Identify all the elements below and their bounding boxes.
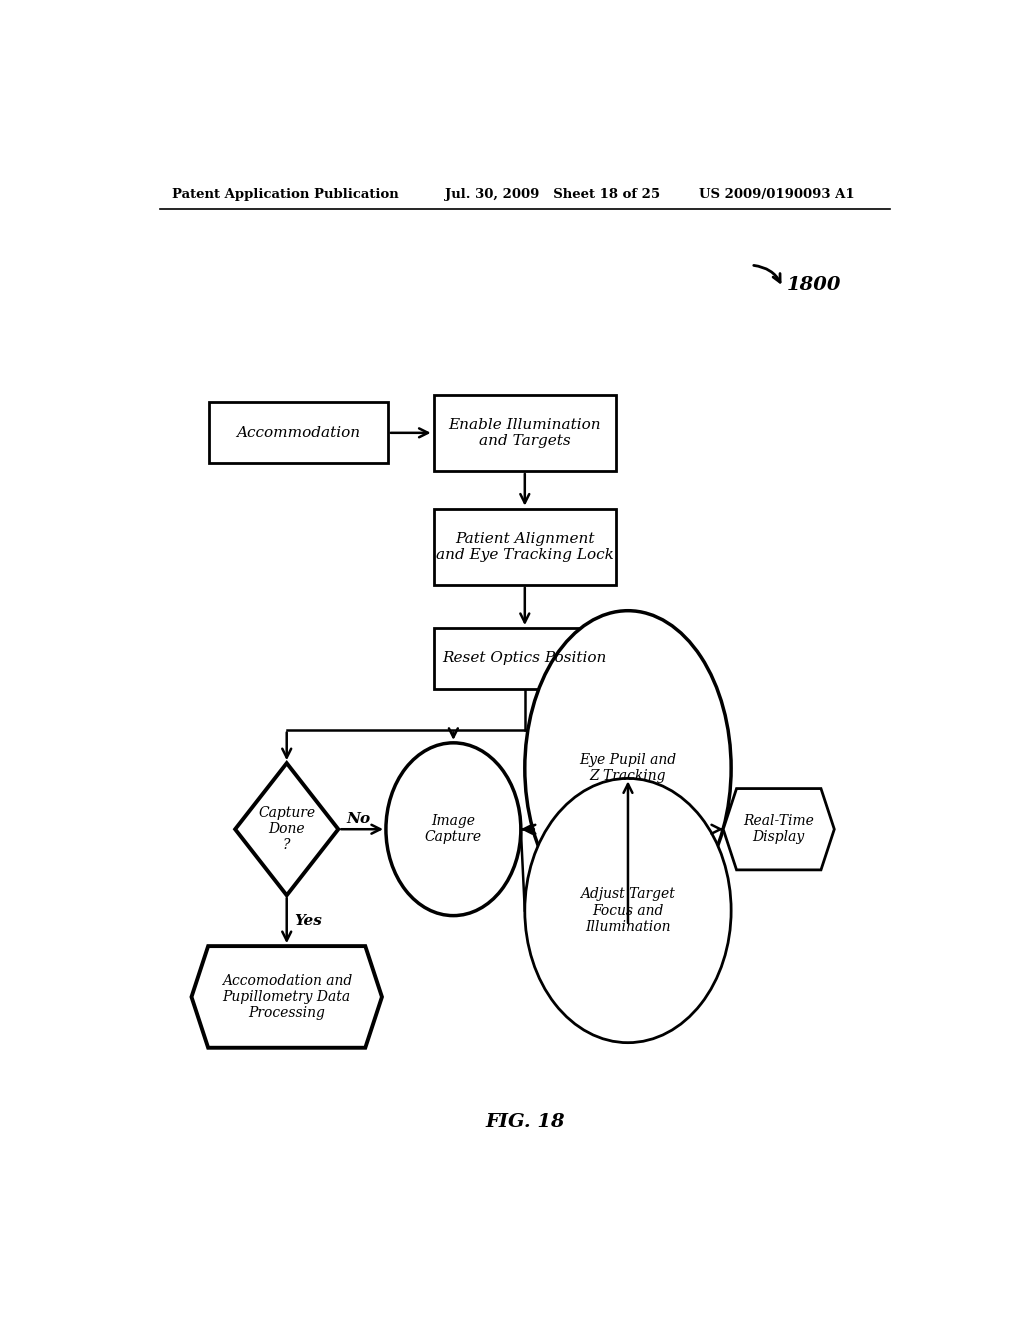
Text: Yes: Yes	[295, 913, 323, 928]
Text: Patent Application Publication: Patent Application Publication	[172, 189, 398, 202]
Text: Image
Capture: Image Capture	[425, 814, 482, 845]
Text: Adjust Target
Focus and
Illumination: Adjust Target Focus and Illumination	[581, 887, 676, 933]
Text: 1800: 1800	[786, 276, 841, 294]
Text: Capture
Done
?: Capture Done ?	[258, 807, 315, 853]
Text: FIG. 18: FIG. 18	[485, 1113, 564, 1131]
Text: Patient Alignment
and Eye Tracking Lock: Patient Alignment and Eye Tracking Lock	[436, 532, 613, 562]
Text: No: No	[346, 812, 371, 826]
Text: Reset Optics Position: Reset Optics Position	[442, 652, 607, 665]
Text: Real-Time
Display: Real-Time Display	[743, 814, 814, 845]
Text: Eye Pupil and
Z Tracking: Eye Pupil and Z Tracking	[580, 754, 677, 783]
Text: Accommodation: Accommodation	[237, 426, 360, 440]
Polygon shape	[723, 788, 835, 870]
Text: Accomodation and
Pupillometry Data
Processing: Accomodation and Pupillometry Data Proce…	[221, 974, 352, 1020]
Polygon shape	[236, 763, 338, 895]
FancyBboxPatch shape	[433, 395, 616, 471]
Ellipse shape	[525, 611, 731, 925]
Ellipse shape	[386, 743, 521, 916]
Polygon shape	[191, 946, 382, 1048]
Ellipse shape	[525, 779, 731, 1043]
Text: Jul. 30, 2009   Sheet 18 of 25: Jul. 30, 2009 Sheet 18 of 25	[445, 189, 660, 202]
FancyBboxPatch shape	[433, 628, 616, 689]
Text: US 2009/0190093 A1: US 2009/0190093 A1	[699, 189, 855, 202]
FancyBboxPatch shape	[209, 403, 388, 463]
FancyBboxPatch shape	[433, 508, 616, 585]
Text: Enable Illumination
and Targets: Enable Illumination and Targets	[449, 417, 601, 447]
